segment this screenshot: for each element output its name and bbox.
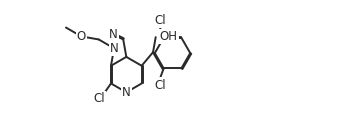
Text: Cl: Cl xyxy=(93,92,105,105)
Text: O: O xyxy=(77,30,86,43)
Text: O: O xyxy=(77,30,86,43)
Text: N: N xyxy=(109,28,118,41)
Text: OH: OH xyxy=(160,30,178,43)
Text: Cl: Cl xyxy=(155,14,166,27)
Text: N: N xyxy=(110,42,118,55)
Text: Cl: Cl xyxy=(155,79,166,92)
Text: N: N xyxy=(122,86,131,99)
